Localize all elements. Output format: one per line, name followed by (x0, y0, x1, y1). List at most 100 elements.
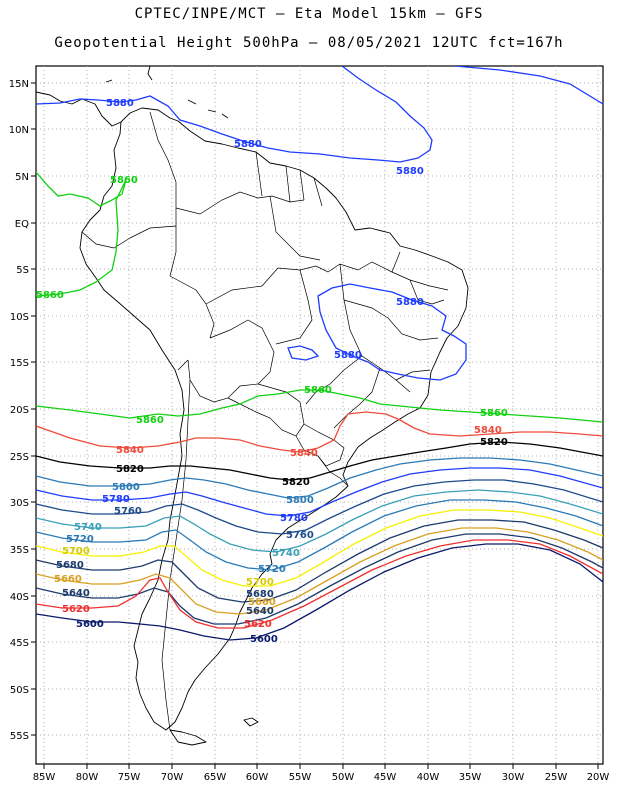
contour-5760 (36, 479, 603, 535)
label-5880: 5880 (334, 350, 362, 361)
label-5820: 5820 (116, 464, 144, 475)
contour-5880-small (287, 345, 320, 361)
label-5780: 5780 (280, 513, 308, 524)
label-5840: 5840 (474, 425, 502, 436)
lon-label: 25W (545, 772, 568, 783)
label-5640: 5640 (246, 606, 274, 617)
south-america-coast (79, 107, 469, 731)
tierra-del-fuego (169, 729, 207, 746)
axis-ticks (31, 82, 599, 769)
border-ecuador (81, 231, 131, 249)
label-5640: 5640 (62, 588, 90, 599)
chart-title: CPTEC/INPE/MCT – Eta Model 15km – GFS (134, 6, 484, 22)
contour-5600 (36, 543, 603, 641)
contour-5700 (36, 509, 603, 587)
lon-label: 30W (502, 772, 525, 783)
graticule (36, 66, 603, 764)
border-venezuela-brazil (175, 191, 305, 215)
contour-5860-main (36, 389, 603, 423)
lat-label: 15N (9, 79, 29, 90)
longitude-labels: 85W 80W 75W 70W 65W 60W 55W 50W 45W 40W … (33, 772, 610, 783)
lon-label: 75W (118, 772, 141, 783)
lon-label: 55W (289, 772, 312, 783)
contour-5660 (36, 527, 603, 615)
label-5800: 5800 (286, 495, 314, 506)
contour-5880-north (36, 66, 433, 163)
label-5700: 5700 (246, 577, 274, 588)
border-uruguay (317, 455, 349, 487)
lat-label: 15S (10, 358, 29, 369)
label-5880: 5880 (106, 98, 134, 109)
contour-5780 (36, 467, 603, 517)
lat-label: 10S (10, 312, 29, 323)
contour-5740 (36, 489, 603, 553)
label-5720: 5720 (66, 534, 94, 545)
label-5820: 5820 (282, 477, 310, 488)
label-5700: 5700 (62, 546, 90, 557)
label-5660: 5660 (54, 574, 82, 585)
chart-subtitle: Geopotential Height 500hPa – 08/05/2021 … (54, 35, 564, 51)
lat-label: 5N (15, 172, 29, 183)
label-5720: 5720 (258, 564, 286, 575)
lon-label: 20W (587, 772, 610, 783)
geopotential-contours (36, 66, 603, 641)
contour-5820 (36, 441, 603, 481)
label-5880: 5880 (234, 139, 262, 150)
border-paraguay (227, 383, 305, 437)
lon-label: 60W (246, 772, 269, 783)
lon-label: 45W (374, 772, 397, 783)
label-5660: 5660 (248, 597, 276, 608)
label-5800: 5800 (112, 482, 140, 493)
label-5740: 5740 (74, 522, 102, 533)
caribbean-islands (105, 66, 229, 119)
label-5740: 5740 (272, 548, 300, 559)
label-5860: 5860 (304, 385, 332, 396)
contour-5860-west (36, 171, 127, 297)
lat-label: 25S (10, 452, 29, 463)
label-5760: 5760 (114, 506, 142, 517)
label-5860: 5860 (136, 415, 164, 426)
lon-label: 85W (33, 772, 56, 783)
lat-label: 30S (10, 498, 29, 509)
label-5620: 5620 (62, 604, 90, 615)
label-5680: 5680 (56, 560, 84, 571)
contour-5880-northeast (454, 66, 603, 105)
lon-label: 40W (417, 772, 440, 783)
lat-label: 45S (10, 638, 29, 649)
lat-label: 40S (10, 592, 29, 603)
label-5880: 5880 (396, 166, 424, 177)
lat-label: 5S (16, 265, 29, 276)
falkland-islands (243, 717, 259, 727)
latitude-labels: 15N 10N 5N EQ 5S 10S 15S 20S 25S 30S 35S… (9, 79, 29, 742)
lon-label: 70W (161, 772, 184, 783)
border-peru-chile (177, 359, 189, 371)
border-guianas (255, 151, 323, 207)
lat-label: EQ (15, 219, 29, 230)
label-5780: 5780 (102, 494, 130, 505)
contour-5800 (36, 457, 603, 499)
label-5820: 5820 (480, 437, 508, 448)
label-5620: 5620 (244, 619, 272, 630)
lon-label: 80W (76, 772, 99, 783)
border-colombia-venezuela (149, 111, 177, 208)
label-5860: 5860 (36, 290, 64, 301)
coastlines (36, 66, 469, 746)
label-5600: 5600 (250, 634, 278, 645)
contour-5880-brazil (317, 283, 467, 381)
lat-label: 20S (10, 405, 29, 416)
lat-label: 35S (10, 545, 29, 556)
label-5680: 5680 (246, 589, 274, 600)
lon-label: 50W (332, 772, 355, 783)
label-5600: 5600 (76, 619, 104, 630)
lat-label: 55S (10, 731, 29, 742)
contour-5840 (36, 411, 603, 453)
contour-5620 (36, 539, 603, 629)
border-argentina-brazil (295, 423, 345, 467)
label-5860: 5860 (110, 175, 138, 186)
lat-label: 10N (9, 125, 29, 136)
contour-5720 (36, 499, 603, 571)
label-5840: 5840 (116, 445, 144, 456)
label-5840: 5840 (290, 448, 318, 459)
label-5760: 5760 (286, 530, 314, 541)
lon-label: 65W (204, 772, 227, 783)
